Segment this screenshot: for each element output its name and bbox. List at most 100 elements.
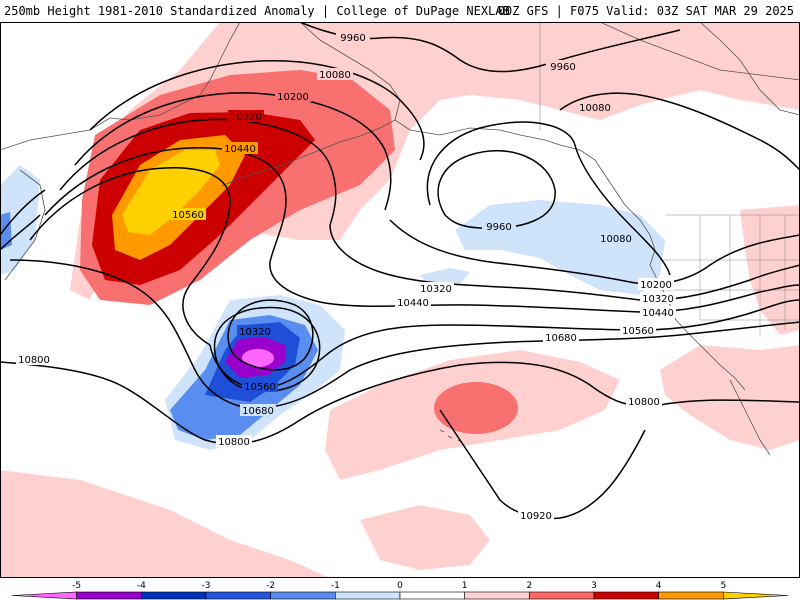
contour-label-10440-ridge: 10440 bbox=[222, 142, 258, 155]
svg-text:10080: 10080 bbox=[319, 70, 351, 81]
svg-text:10800: 10800 bbox=[628, 397, 660, 408]
colorbar-segment bbox=[529, 591, 595, 600]
svg-text:10440: 10440 bbox=[224, 144, 256, 155]
svg-text:10320: 10320 bbox=[230, 112, 262, 123]
colorbar-segment bbox=[76, 591, 142, 600]
contour-label-10320-coast: 10320 bbox=[640, 292, 676, 305]
colorbar-segment bbox=[399, 591, 465, 600]
svg-text:10800: 10800 bbox=[218, 437, 250, 448]
colorbar-segment bbox=[335, 591, 401, 600]
colorbar-svg: -5 -4 -3 -2 -1 0 1 2 3 4 5 bbox=[11, 581, 789, 600]
contour-left-edge bbox=[0, 189, 46, 251]
contour-label-10680-middle: 10680 bbox=[543, 331, 579, 344]
colorbar-tick-label: -3 bbox=[202, 581, 211, 591]
colorbar-tick-label: -5 bbox=[72, 581, 81, 591]
negative-anomaly-5-trough bbox=[242, 349, 274, 367]
svg-text:10800: 10800 bbox=[18, 355, 50, 366]
contour-label-10320-ridge: 10320 bbox=[228, 110, 264, 123]
svg-text:10200: 10200 bbox=[640, 280, 672, 291]
colorbar-tick-label: 0 bbox=[397, 581, 403, 591]
kamchatka-coastline bbox=[4, 169, 46, 281]
contour-label-10200-north: 10200 bbox=[275, 90, 311, 103]
colorbar-segment bbox=[141, 591, 207, 600]
positive-anomaly-1-bottom-center bbox=[360, 505, 490, 570]
contour-label-9960-north: 9960 bbox=[336, 31, 370, 44]
svg-text:9960: 9960 bbox=[550, 62, 575, 73]
colorbar-segment bbox=[11, 591, 77, 600]
colorbar-tick-label: -1 bbox=[331, 581, 340, 591]
positive-anomaly-2-subtropic bbox=[434, 382, 518, 434]
svg-text:10320: 10320 bbox=[239, 327, 271, 338]
contour-label-10560-coast: 10560 bbox=[620, 324, 656, 337]
model-run-info: 00Z GFS | F075 Valid: 03Z SAT MAR 29 202… bbox=[497, 4, 794, 18]
contour-10440 bbox=[44, 147, 800, 313]
svg-text:10440: 10440 bbox=[397, 298, 429, 309]
contour-label-10200-coast: 10200 bbox=[638, 278, 674, 291]
contour-label-10920: 10920 bbox=[518, 509, 554, 522]
svg-text:10080: 10080 bbox=[579, 103, 611, 114]
contour-label-10440-coast: 10440 bbox=[640, 306, 676, 319]
weather-map: 9960 9960 9960 10080 10080 10080 10200 bbox=[0, 22, 800, 578]
contour-label-10560-ridge: 10560 bbox=[170, 208, 206, 221]
colorbar-segment bbox=[205, 591, 271, 600]
us-state-lines bbox=[660, 215, 800, 335]
contour-label-10320-middle: 10320 bbox=[418, 282, 454, 295]
colorbar-tick-label: 2 bbox=[526, 581, 532, 591]
map-header: 250mb Height 1981-2010 Standardized Anom… bbox=[0, 0, 800, 22]
contour-label-10080-northeast: 10080 bbox=[577, 101, 613, 114]
colorbar-tick-label: 4 bbox=[656, 581, 662, 591]
colorbar-tick-label: 1 bbox=[462, 581, 468, 591]
contour-10080-coast bbox=[426, 121, 671, 276]
svg-text:10080: 10080 bbox=[600, 234, 632, 245]
contour-label-10320-trough: 10320 bbox=[237, 325, 273, 338]
svg-text:10920: 10920 bbox=[520, 511, 552, 522]
contour-label-10680-trough: 10680 bbox=[240, 404, 276, 417]
contour-inner-10320-trough bbox=[227, 299, 314, 371]
baja-coast bbox=[729, 379, 771, 456]
map-title: 250mb Height 1981-2010 Standardized Anom… bbox=[4, 4, 510, 18]
contour-label-9960-northeast: 9960 bbox=[546, 60, 580, 73]
svg-text:10560: 10560 bbox=[622, 326, 654, 337]
svg-text:10560: 10560 bbox=[172, 210, 204, 221]
hudson-coast bbox=[699, 22, 800, 116]
colorbar: -5 -4 -3 -2 -1 0 1 2 3 4 5 bbox=[0, 578, 800, 600]
negative-anomaly-1-west bbox=[0, 165, 40, 275]
contour-label-10080-coast: 10080 bbox=[598, 232, 634, 245]
contour-label-10800-trough: 10800 bbox=[216, 435, 252, 448]
colorbar-tick-label: -2 bbox=[266, 581, 275, 591]
svg-text:10680: 10680 bbox=[242, 406, 274, 417]
colorbar-tick-label: -4 bbox=[137, 581, 146, 591]
canada-arctic bbox=[599, 22, 800, 81]
positive-anomaly-1-south bbox=[0, 470, 330, 578]
colorbar-tick-label: 5 bbox=[720, 581, 726, 591]
contour-label-10440-middle: 10440 bbox=[395, 296, 431, 309]
contour-labels: 9960 9960 9960 10080 10080 10080 10200 bbox=[16, 31, 676, 522]
negative-anomaly-2-west bbox=[0, 212, 12, 250]
positive-anomaly-1-southwest bbox=[660, 345, 800, 450]
contour-label-10560-trough: 10560 bbox=[242, 380, 278, 393]
colorbar-segment bbox=[723, 591, 789, 600]
coastlines bbox=[0, 22, 800, 456]
alaska-coastline bbox=[299, 22, 656, 266]
negative-anomaly-1-small bbox=[420, 268, 470, 286]
contour-label-10800-west: 10800 bbox=[16, 353, 52, 366]
contour-10080-north bbox=[89, 60, 800, 171]
svg-text:9960: 9960 bbox=[340, 33, 365, 44]
contour-label-9960-coast: 9960 bbox=[482, 220, 516, 233]
svg-text:10440: 10440 bbox=[642, 308, 674, 319]
siberia-coastline bbox=[0, 22, 241, 151]
colorbar-tick-label: 3 bbox=[591, 581, 597, 591]
aleutian-chain bbox=[221, 119, 396, 187]
contour-inner-10440-trough bbox=[213, 306, 321, 392]
svg-text:10200: 10200 bbox=[277, 92, 309, 103]
svg-text:10560: 10560 bbox=[244, 382, 276, 393]
contour-label-10080-north: 10080 bbox=[317, 68, 353, 81]
colorbar-segment bbox=[270, 591, 336, 600]
positive-anomaly-5 bbox=[122, 150, 220, 235]
contour-10680 bbox=[9, 259, 800, 409]
svg-text:10320: 10320 bbox=[420, 284, 452, 295]
colorbar-segment bbox=[464, 591, 530, 600]
svg-text:10320: 10320 bbox=[642, 294, 674, 305]
contour-10920 bbox=[439, 409, 646, 520]
contour-9960-coast bbox=[437, 150, 556, 229]
